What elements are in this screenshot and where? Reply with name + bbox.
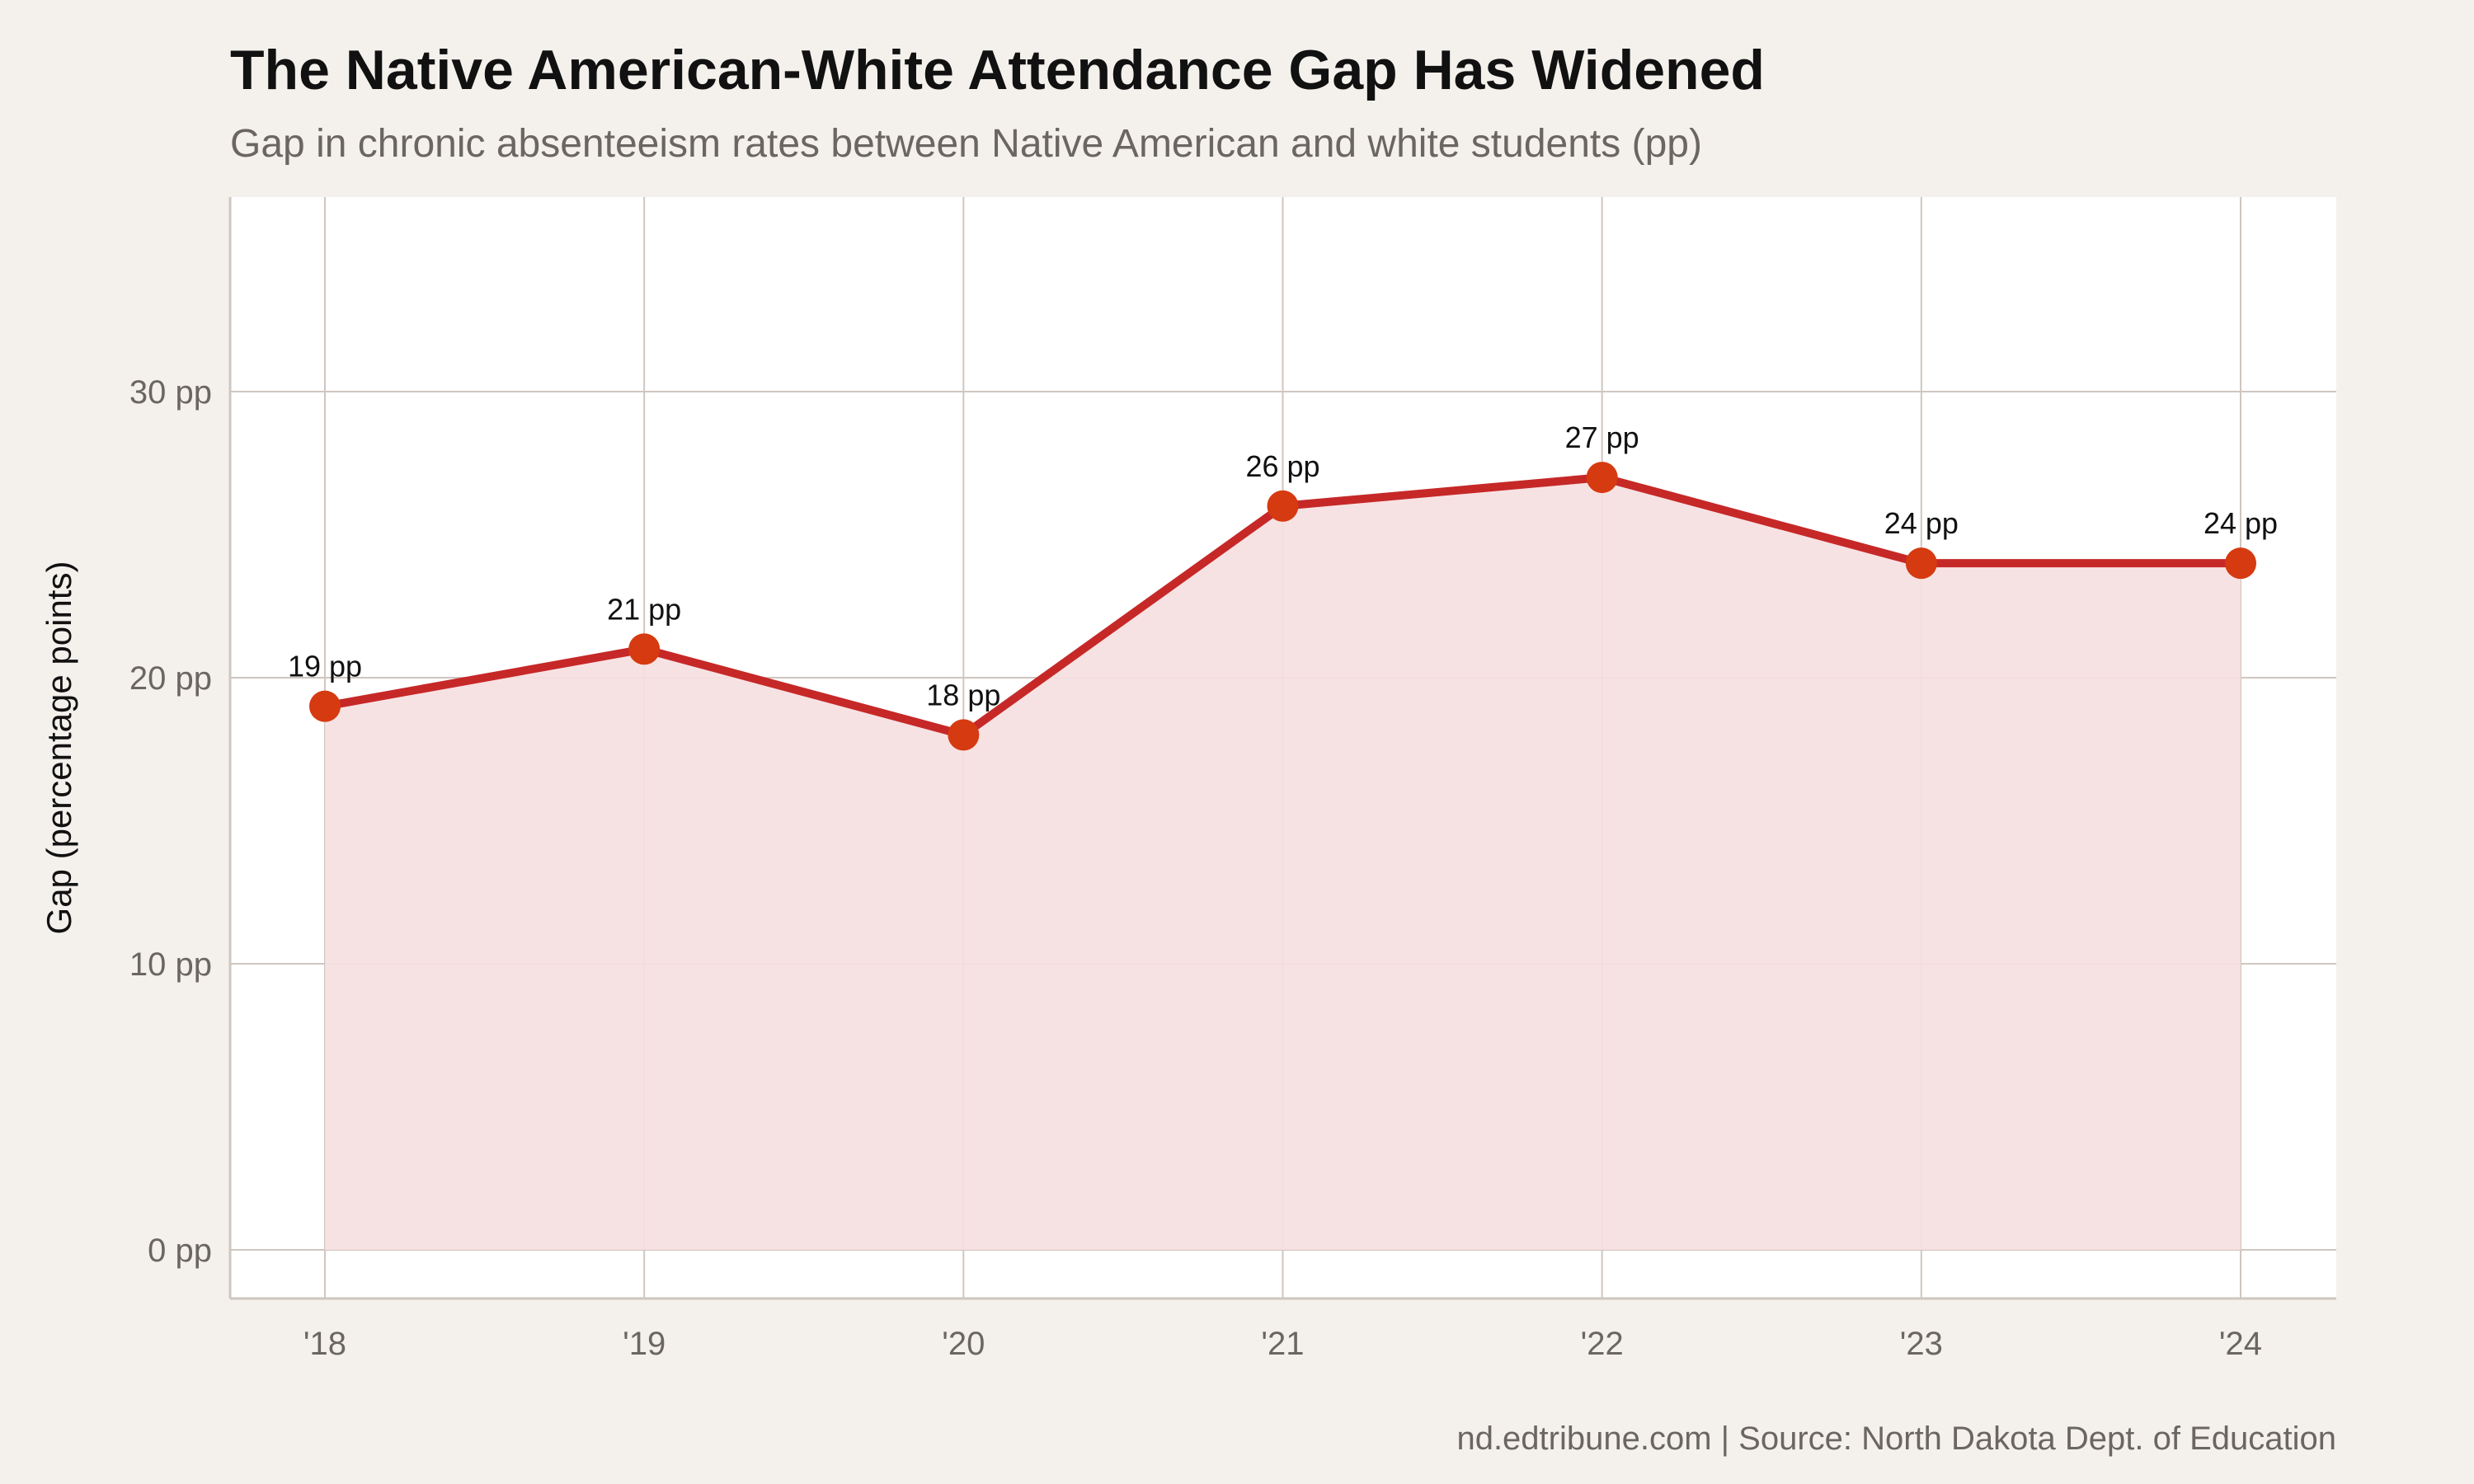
data-point <box>309 690 341 722</box>
y-tick-label: 10 pp <box>129 946 212 983</box>
points <box>309 462 2256 751</box>
x-tick-label: '24 <box>2219 1326 2262 1362</box>
chart-title: The Native American-White Attendance Gap… <box>230 39 1765 101</box>
area-fill <box>325 477 2241 1251</box>
y-tick-label: 0 pp <box>148 1233 212 1269</box>
x-tick-label: '22 <box>1581 1326 1624 1362</box>
x-tick-label: '18 <box>303 1326 346 1362</box>
y-axis-label: Gap (percentage points) <box>40 561 78 935</box>
x-tick-label: '21 <box>1261 1326 1304 1362</box>
data-label: 26 pp <box>1245 449 1319 483</box>
y-axis-ticks: 0 pp 10 pp 20 pp 30 pp <box>129 374 212 1269</box>
x-axis-ticks: '18 '19 '20 '21 '22 '23 '24 <box>303 1326 2262 1362</box>
x-tick-label: '23 <box>1900 1326 1943 1362</box>
data-label: 19 pp <box>288 650 362 683</box>
y-tick-label: 20 pp <box>129 660 212 697</box>
data-point <box>1586 462 1618 494</box>
data-label: 21 pp <box>607 592 681 626</box>
caption: nd.edtribune.com | Source: North Dakota … <box>1456 1421 2336 1457</box>
data-labels: 19 pp 21 pp 18 pp 26 pp 27 pp 24 pp 24 pp <box>288 420 2278 711</box>
data-point <box>628 633 661 665</box>
x-tick-label: '20 <box>942 1326 985 1362</box>
data-point <box>2225 547 2256 580</box>
data-label: 27 pp <box>1565 420 1639 454</box>
data-label: 18 pp <box>926 678 1000 711</box>
data-point <box>948 719 980 751</box>
data-point <box>1267 490 1299 522</box>
data-label: 24 pp <box>2204 506 2278 540</box>
x-tick-label: '19 <box>623 1326 666 1362</box>
chart-subtitle: Gap in chronic absenteeism rates between… <box>230 122 1702 166</box>
y-tick-label: 30 pp <box>129 374 212 411</box>
data-label: 24 pp <box>1884 506 1959 540</box>
data-point <box>1905 547 1937 580</box>
